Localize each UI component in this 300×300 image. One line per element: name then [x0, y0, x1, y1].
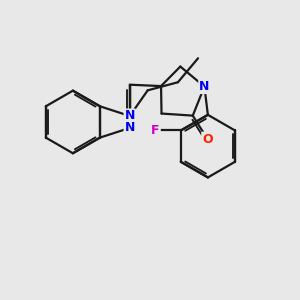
Text: O: O	[202, 133, 213, 146]
Text: N: N	[199, 80, 210, 93]
Text: N: N	[124, 122, 135, 134]
Text: N: N	[124, 110, 135, 122]
Text: F: F	[151, 124, 160, 137]
